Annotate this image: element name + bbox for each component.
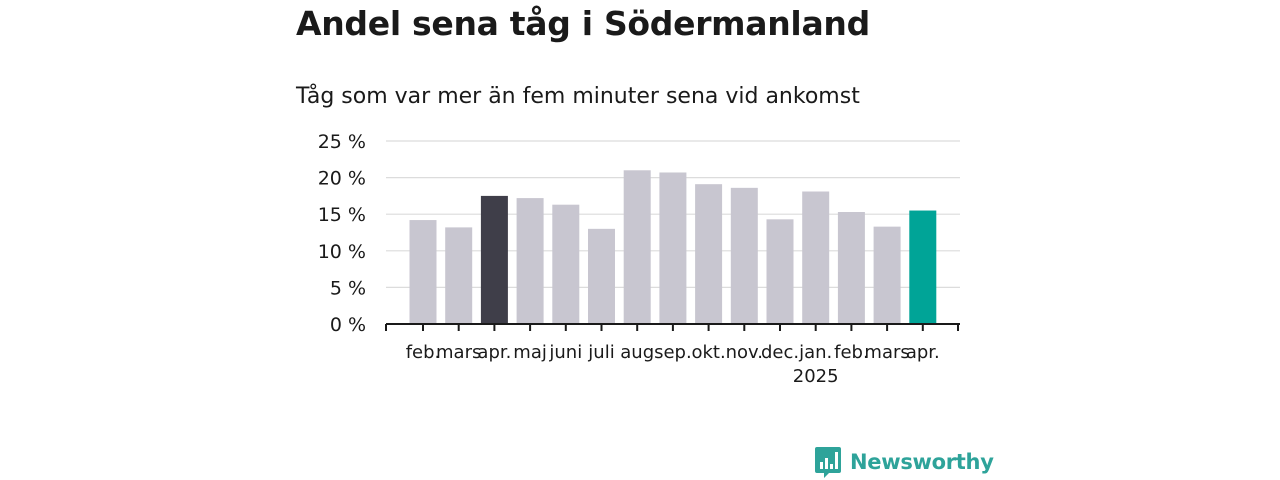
- x-tick-label: feb.: [406, 342, 441, 363]
- bar-chart-speech-icon: [815, 447, 841, 478]
- x-tick-label: maj: [513, 342, 547, 363]
- bar-feb-12: [837, 212, 865, 324]
- bar-juli-5: [588, 228, 615, 324]
- x-year-label: 2025: [793, 366, 839, 387]
- y-tick-label: 5 %: [330, 277, 366, 299]
- newsworthy-brand: Newsworthy: [814, 446, 994, 478]
- bar-juni-4: [552, 204, 580, 324]
- x-tick-label: dec.: [761, 342, 799, 363]
- bar-mars-1: [445, 227, 473, 324]
- bar-nov-9: [730, 187, 758, 324]
- bar-aug-6: [623, 170, 651, 324]
- bar-sep-7: [659, 172, 687, 324]
- x-tick-label: aug: [620, 342, 654, 363]
- brand-name: Newsworthy: [850, 450, 994, 474]
- x-tick-label: feb.: [834, 342, 869, 363]
- x-axis: [385, 323, 960, 331]
- bar-maj-3: [516, 198, 544, 324]
- x-tick-label: okt.: [691, 342, 725, 363]
- bar-dec-10: [766, 219, 794, 324]
- bar-feb-0: [409, 220, 437, 324]
- x-tick-label: apr.: [477, 342, 511, 363]
- x-tick-label: juni: [548, 342, 582, 363]
- y-tick-label: 20 %: [318, 168, 366, 190]
- y-tick-label: 15 %: [318, 204, 366, 226]
- bar-apr-2: [480, 195, 508, 324]
- chart-title: Andel sena tåg i Södermanland: [296, 4, 870, 43]
- bar-jan-11: [802, 191, 830, 324]
- y-tick-label: 0 %: [330, 314, 366, 336]
- x-tick-label: juli: [587, 342, 614, 363]
- x-tick-label: nov.: [726, 342, 763, 363]
- y-tick-label: 10 %: [318, 241, 366, 263]
- x-tick-label: jan.: [798, 342, 832, 363]
- bar-mars-13: [873, 226, 901, 324]
- bar-okt-8: [695, 184, 723, 324]
- y-tick-label: 25 %: [318, 131, 366, 153]
- x-tick-label: apr.: [906, 342, 940, 363]
- bar-apr-14: [909, 210, 937, 324]
- x-tick-label: mars: [864, 342, 909, 363]
- bars: [409, 170, 937, 324]
- x-tick-label: mars: [436, 342, 481, 363]
- x-tick-label: sep.: [654, 342, 692, 363]
- y-axis-tick-labels: 0 % 5 % 10 % 15 % 20 % 25 %: [318, 131, 366, 336]
- chart-subtitle: Tåg som var mer än fem minuter sena vid …: [296, 84, 860, 109]
